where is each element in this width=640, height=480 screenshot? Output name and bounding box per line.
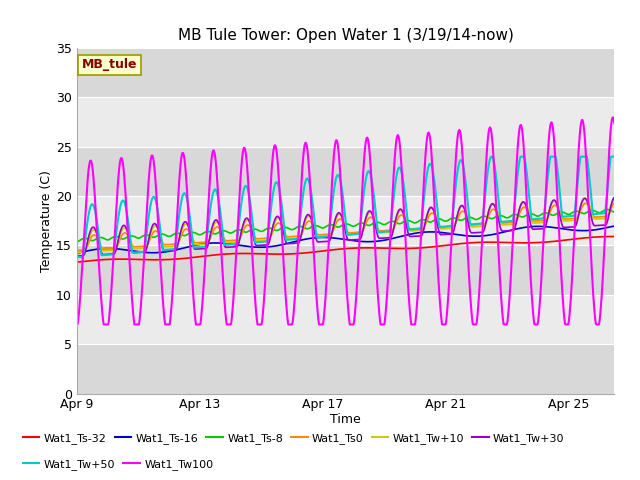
- Bar: [77, 48, 614, 97]
- Legend: Wat1_Tw+50, Wat1_Tw100: Wat1_Tw+50, Wat1_Tw100: [19, 455, 218, 474]
- Y-axis label: Temperature (C): Temperature (C): [40, 170, 53, 272]
- Title: MB Tule Tower: Open Water 1 (3/19/14-now): MB Tule Tower: Open Water 1 (3/19/14-now…: [178, 28, 513, 43]
- Text: MB_tule: MB_tule: [82, 59, 138, 72]
- Bar: [77, 196, 614, 245]
- Bar: [77, 344, 614, 394]
- Legend: Wat1_Ts-32, Wat1_Ts-16, Wat1_Ts-8, Wat1_Ts0, Wat1_Tw+10, Wat1_Tw+30: Wat1_Ts-32, Wat1_Ts-16, Wat1_Ts-8, Wat1_…: [19, 428, 569, 448]
- Bar: [77, 245, 614, 295]
- Bar: [77, 147, 614, 196]
- Bar: [77, 295, 614, 344]
- X-axis label: Time: Time: [330, 413, 361, 426]
- Bar: [77, 97, 614, 147]
